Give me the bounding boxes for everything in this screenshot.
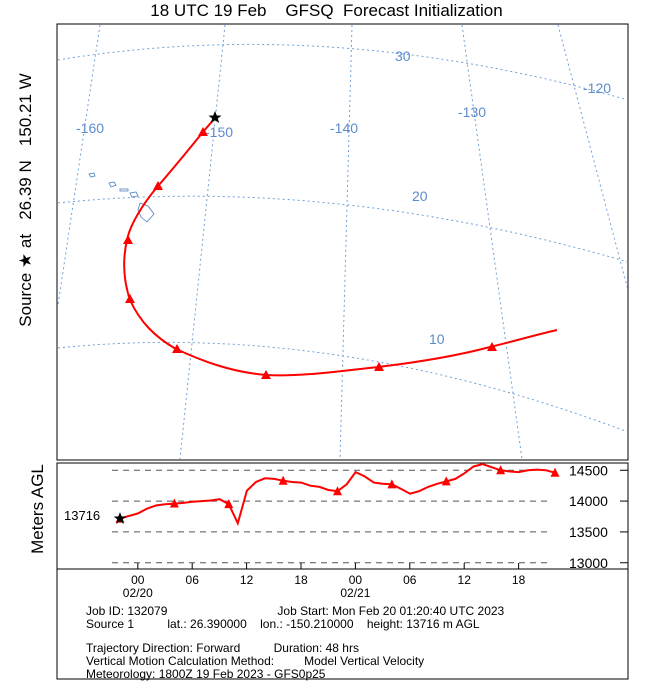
x-tick-label: 06 [403, 573, 417, 587]
longitude-labels: -160 -150 -140 -130 -120 [76, 80, 611, 140]
x-tick-label: 18 [512, 573, 526, 587]
height-marker [387, 479, 397, 489]
y-tick-label: 13000 [569, 555, 608, 571]
lat-label: 10 [429, 331, 445, 347]
island-oahu [108, 181, 117, 188]
y-tick-label: 13500 [569, 524, 608, 540]
profile-frame [56, 462, 629, 570]
island-molokai [119, 188, 129, 192]
height-trajectory-markers [115, 465, 560, 523]
y-tick-label: 14500 [569, 462, 608, 478]
direction-line: Trajectory Direction: Forward Duration: … [86, 641, 359, 655]
island-maui [129, 191, 139, 198]
map-marker [198, 127, 208, 136]
latitude-labels: 30 20 10 [395, 48, 445, 347]
island-kauai [88, 172, 96, 178]
x-tick-label: 06 [186, 573, 200, 587]
lat-line-10 [57, 341, 629, 433]
height-marker [169, 498, 179, 508]
lon-label: -120 [583, 80, 611, 96]
lon-label: -130 [458, 104, 486, 120]
lat-label: 30 [395, 48, 411, 64]
time-axis: 00 06 12 18 00 06 12 18 02/20 02/21 [123, 563, 526, 600]
y-tick-label: 14000 [569, 493, 608, 509]
lat-label: 20 [412, 188, 428, 204]
vertical-motion-line: Vertical Motion Calculation Method: Mode… [86, 654, 425, 668]
height-profile-panel: 14500 14000 13500 13000 00 06 12 18 00 06 12 18 02/… [56, 462, 629, 600]
island-hawaii [137, 202, 155, 223]
source-line: Source 1 lat.: 26.390000 lon.: -150.2100… [86, 617, 480, 631]
lon-line-150 [179, 24, 226, 460]
map-marker [172, 344, 182, 353]
x-tick-label: 00 [131, 573, 145, 587]
height-marker [278, 475, 288, 485]
map-panel: -160 -150 -140 -130 -120 30 20 10 [56, 23, 629, 461]
lon-label: -140 [330, 120, 358, 136]
job-id-line: Job ID: 132079 Job Start: Mon Feb 20 01:… [86, 604, 505, 618]
hawaii-coastline [88, 172, 155, 223]
map-marker [374, 362, 384, 371]
lon-line-120 [557, 24, 629, 291]
source-star-marker [113, 512, 127, 524]
lon-label: -160 [76, 120, 104, 136]
lat-line-20 [57, 195, 629, 263]
map-source-star [208, 111, 222, 123]
map-marker [125, 294, 135, 303]
height-marker [333, 486, 342, 496]
map-trajectory-markers [123, 127, 497, 379]
map-marker [153, 181, 163, 190]
height-marker [441, 476, 451, 486]
lon-line-140 [339, 24, 353, 460]
profile-source-star [113, 512, 127, 524]
height-marker [224, 499, 234, 509]
height-axis: 14500 14000 13500 13000 [569, 462, 628, 571]
map-marker [123, 235, 133, 244]
map-marker [261, 370, 271, 379]
lat-line-30 [57, 43, 629, 101]
height-marker [496, 465, 506, 475]
meteorology-line: Meteorology: 1800Z 19 Feb 2023 - GFS0p25 [86, 667, 326, 681]
x-date-label: 02/21 [340, 586, 370, 600]
x-tick-label: 18 [294, 573, 308, 587]
height-reference-lines [112, 469, 552, 564]
source-height-label: 13716 [64, 508, 101, 523]
map-frame [56, 23, 629, 461]
chart-title: 18 UTC 19 Feb GFSQ Forecast Initializati… [150, 1, 503, 20]
lon-label: -150 [205, 124, 233, 140]
x-date-label: 02/20 [123, 586, 153, 600]
x-tick-label: 12 [240, 573, 254, 587]
map-marker [487, 342, 497, 351]
lon-line-160 [57, 24, 101, 306]
map-trajectory-line [123, 117, 558, 377]
map-graticule [57, 24, 629, 460]
info-frame [56, 568, 629, 680]
x-tick-label: 00 [349, 573, 363, 587]
x-tick-label: 12 [458, 573, 472, 587]
lon-line-130 [461, 24, 523, 460]
height-marker [550, 467, 560, 477]
